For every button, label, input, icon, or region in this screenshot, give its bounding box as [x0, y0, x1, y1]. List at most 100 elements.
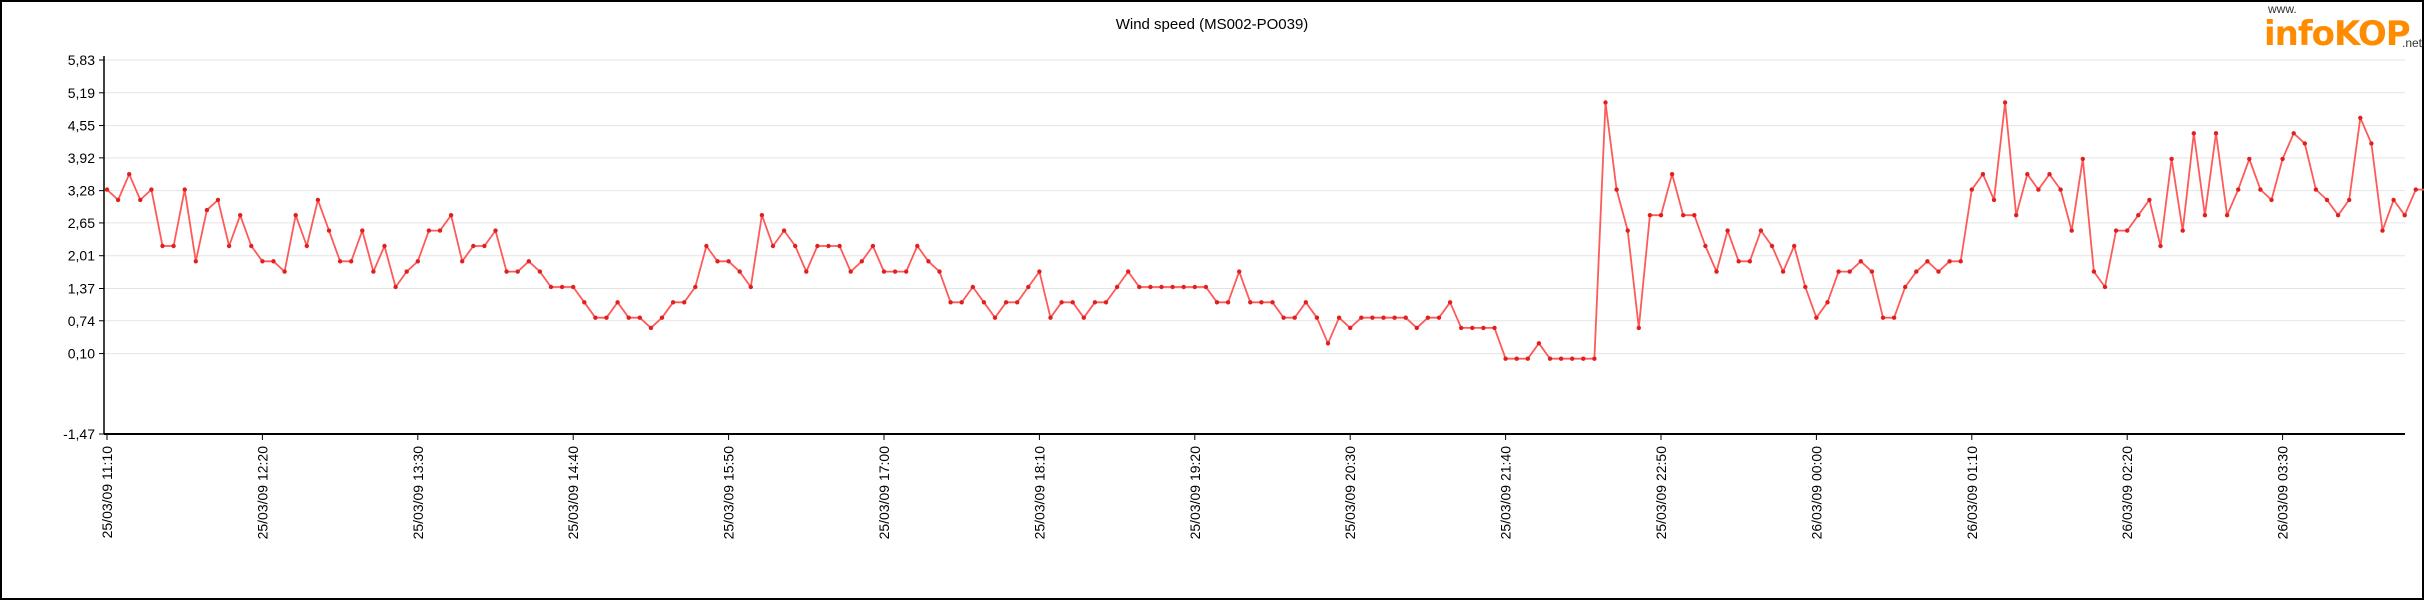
data-point — [2014, 213, 2019, 218]
data-point — [1969, 187, 1975, 192]
data-point — [2202, 213, 2208, 218]
data-point — [2125, 228, 2130, 233]
data-point — [693, 284, 698, 290]
x-tick-label: 26/03/09 02:20 — [2119, 446, 2135, 540]
data-point — [1692, 213, 1697, 218]
data-point — [2069, 228, 2074, 233]
data-point — [1980, 172, 1986, 177]
data-point — [1059, 300, 1064, 305]
data-point — [2102, 284, 2108, 290]
x-tick-label: 25/03/09 13:30 — [410, 446, 426, 540]
data-point — [981, 300, 987, 305]
x-tick-label: 25/03/09 11:10 — [99, 446, 115, 539]
data-point — [349, 259, 354, 264]
data-point — [2391, 197, 2396, 203]
data-point — [404, 269, 409, 274]
y-tick-label: 2,01 — [68, 248, 95, 264]
data-point — [1636, 325, 1642, 331]
data-point — [715, 259, 720, 264]
data-point — [2036, 187, 2041, 192]
data-point — [1103, 300, 1109, 305]
data-point — [1814, 315, 1819, 320]
data-point — [1825, 300, 1830, 305]
data-point — [2158, 243, 2163, 249]
data-point — [2247, 156, 2252, 162]
data-point — [770, 243, 776, 249]
data-point — [1403, 315, 1408, 320]
data-point — [904, 269, 909, 274]
y-tick-label: -1,47 — [63, 426, 95, 442]
data-point — [2091, 269, 2097, 274]
data-point — [582, 300, 587, 305]
data-point — [415, 259, 420, 264]
x-tick-label: 25/03/09 12:20 — [254, 446, 270, 540]
data-point — [1991, 197, 1997, 203]
data-point — [238, 213, 243, 218]
data-point — [2413, 187, 2418, 192]
data-point — [1248, 300, 1253, 305]
data-point — [937, 269, 942, 274]
data-point — [2025, 172, 2030, 177]
data-point — [1947, 259, 1952, 264]
data-point — [504, 269, 509, 274]
data-point — [1003, 300, 1009, 305]
data-point — [1314, 315, 1320, 320]
data-point — [1503, 356, 1508, 361]
data-point — [1891, 315, 1897, 320]
data-point — [1081, 315, 1087, 320]
data-point — [1170, 284, 1175, 290]
data-point — [1436, 315, 1442, 320]
data-point — [193, 259, 198, 264]
data-point — [1425, 315, 1431, 320]
data-point — [604, 315, 609, 320]
data-point — [1281, 315, 1286, 320]
data-point — [1114, 284, 1120, 290]
data-point — [1459, 325, 1464, 331]
data-point — [1736, 259, 1741, 264]
data-point — [682, 300, 687, 305]
data-point — [1836, 269, 1841, 274]
data-point — [859, 259, 864, 264]
data-point — [2258, 187, 2263, 192]
x-tick-label: 25/03/09 19:20 — [1187, 446, 1203, 540]
data-point — [104, 187, 110, 192]
data-point — [160, 243, 165, 249]
data-point — [793, 243, 798, 249]
data-point — [2324, 197, 2330, 203]
data-point — [615, 300, 620, 305]
logo-net: .net — [2402, 36, 2423, 50]
data-point — [1325, 341, 1331, 346]
data-point — [382, 243, 387, 249]
data-point — [215, 197, 221, 203]
data-point — [371, 269, 376, 274]
data-point — [2147, 197, 2152, 203]
data-point — [915, 243, 920, 249]
data-point — [1603, 100, 1608, 105]
data-point — [115, 197, 121, 203]
data-point — [1303, 300, 1309, 305]
data-point — [1381, 315, 1386, 320]
data-point — [1869, 269, 1875, 274]
data-point — [1192, 284, 1198, 290]
x-tick-label: 26/03/09 00:00 — [1808, 446, 1824, 540]
data-point — [1237, 269, 1242, 274]
data-point — [448, 213, 454, 218]
data-point — [1348, 325, 1353, 331]
data-point — [437, 228, 443, 233]
data-point — [1903, 284, 1908, 290]
data-point — [1392, 315, 1397, 320]
data-point — [482, 243, 487, 249]
data-point — [2380, 228, 2385, 233]
data-point — [260, 259, 265, 264]
y-tick-labels: 5,83 5,19 4,55 3,92 3,28 2,65 2,01 1,37 0,74 0,10… — [63, 52, 95, 442]
grid-lines — [104, 59, 2405, 355]
x-tick-label: 25/03/09 21:40 — [1498, 446, 1514, 540]
data-point — [970, 284, 975, 290]
data-point — [748, 284, 753, 290]
data-point — [493, 228, 498, 233]
data-point — [1359, 315, 1364, 320]
data-point — [515, 269, 520, 274]
data-point — [781, 228, 787, 233]
logo-www: www. — [2268, 2, 2297, 16]
